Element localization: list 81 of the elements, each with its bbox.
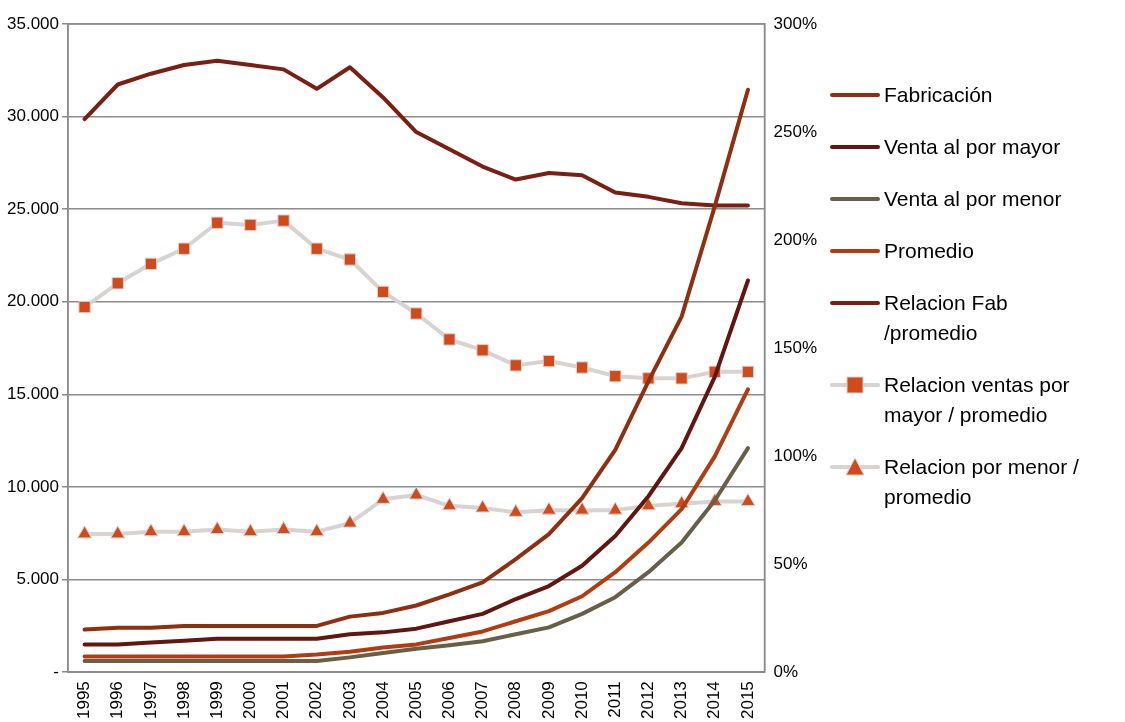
point	[211, 216, 224, 229]
point	[609, 370, 622, 383]
point	[376, 285, 390, 299]
point	[509, 359, 522, 372]
y2-tick-label: 50%	[773, 553, 808, 573]
point	[177, 242, 191, 255]
legend-label: Relacion ventas por mayor / promedio	[884, 372, 1071, 428]
x-tick-label: 2005	[405, 681, 425, 720]
y2-tick-label: 100%	[773, 445, 817, 465]
point	[410, 307, 423, 320]
point	[242, 523, 258, 537]
legend-label: Fabricación	[884, 82, 994, 108]
point	[277, 214, 290, 227]
point	[641, 497, 656, 511]
x-tick-label: 2010	[571, 681, 591, 720]
point	[343, 253, 357, 266]
y-tick-label: 10.000	[7, 476, 59, 496]
x-tick-label: 1998	[173, 681, 193, 720]
x-tick-label: 1996	[107, 681, 127, 720]
point	[575, 361, 589, 374]
point	[209, 521, 225, 535]
y2-tick-label: 150%	[773, 337, 817, 357]
y-tick-label: -	[53, 661, 59, 681]
y2-tick-label: 300%	[773, 13, 817, 33]
point	[408, 486, 424, 500]
legend-label: Relacion por menor / promedio	[884, 454, 1080, 510]
x-tick-label: 2013	[671, 681, 691, 720]
point	[475, 499, 491, 513]
x-tick-label: 2000	[240, 681, 260, 720]
y2-tick-label: 250%	[773, 121, 817, 141]
x-tick-label: 2014	[704, 681, 724, 720]
point	[144, 257, 158, 270]
point	[541, 501, 557, 515]
y-tick-label: 5.000	[16, 569, 59, 589]
x-tick-label: 2008	[505, 681, 525, 720]
legend-label: Venta al por mayor	[884, 134, 1062, 160]
point	[309, 523, 325, 537]
legend-label: Venta al por menor	[884, 186, 1063, 212]
x-tick-label: 1995	[74, 681, 94, 720]
point	[476, 344, 489, 357]
y-tick-label: 20.000	[7, 291, 59, 311]
x-tick-label: 1999	[206, 681, 226, 720]
point	[111, 277, 124, 290]
x-tick-label: 2007	[472, 681, 492, 720]
legend-label: Relacion Fab /promedio	[884, 290, 1009, 346]
x-tick-label: 2001	[273, 681, 293, 720]
point	[276, 521, 292, 535]
point	[542, 354, 556, 368]
x-tick-label: 2004	[372, 681, 392, 720]
legend-label: Promedio	[884, 238, 975, 264]
x-tick-label: 2012	[638, 681, 658, 720]
point	[244, 218, 257, 232]
x-tick-label: 2011	[604, 681, 624, 718]
point	[607, 501, 623, 515]
x-tick-label: 2015	[737, 681, 757, 720]
y-tick-label: 25.000	[7, 198, 59, 218]
y-tick-label: 30.000	[7, 106, 59, 126]
point	[574, 501, 590, 515]
x-tick-label: 2002	[306, 681, 326, 720]
point	[78, 300, 91, 314]
point	[442, 497, 457, 511]
point	[176, 523, 192, 537]
x-tick-label: 2006	[439, 681, 459, 720]
point	[741, 365, 755, 379]
point	[310, 242, 323, 255]
point	[443, 333, 456, 346]
y-tick-label: 15.000	[7, 384, 59, 404]
point	[375, 490, 391, 504]
y-tick-label: 35.000	[7, 13, 59, 33]
point	[342, 514, 358, 528]
point	[143, 523, 159, 537]
point	[740, 492, 756, 506]
x-tick-label: 2003	[339, 681, 359, 720]
y2-tick-label: 0%	[773, 661, 799, 681]
x-tick-label: 2009	[538, 681, 558, 720]
y2-tick-label: 200%	[773, 229, 817, 249]
point	[508, 503, 524, 517]
x-tick-label: 1997	[140, 681, 160, 720]
point	[675, 372, 688, 385]
point	[77, 525, 93, 539]
point	[110, 525, 126, 539]
